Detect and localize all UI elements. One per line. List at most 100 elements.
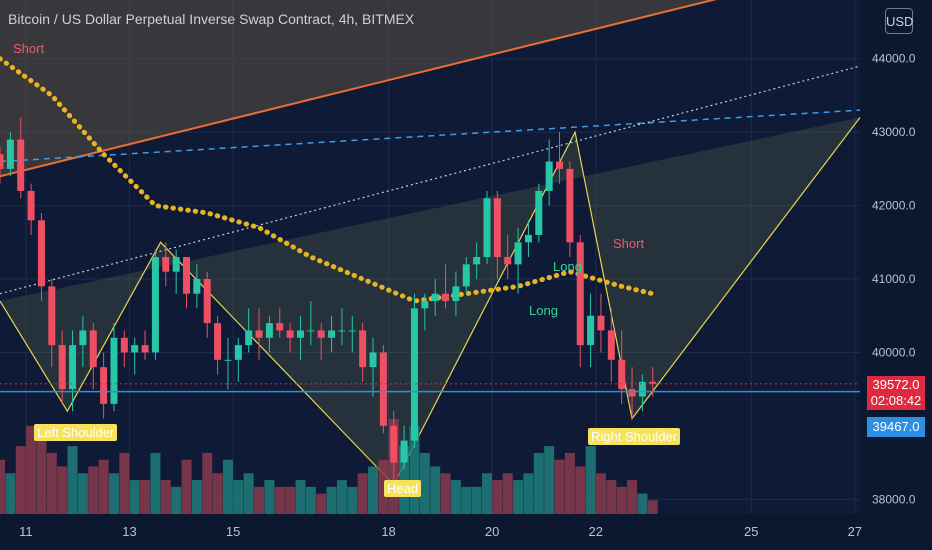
volume-bar — [637, 493, 648, 514]
volume-bar — [150, 452, 161, 514]
x-tick-label: 25 — [744, 524, 758, 539]
left-shoulder-label[interactable]: Left Shoulder — [34, 424, 118, 441]
candle-body — [296, 330, 304, 338]
x-tick-label: 15 — [226, 524, 240, 539]
volume-bar — [274, 486, 285, 514]
volume-bar — [77, 473, 88, 514]
volume-bar — [336, 480, 347, 514]
candle-body — [462, 264, 470, 287]
dashed-trend-line — [0, 109, 861, 163]
volume-bar — [140, 480, 151, 514]
candle-body — [255, 330, 263, 338]
candle-body — [628, 389, 636, 397]
volume-bar — [285, 486, 296, 514]
candle-body — [193, 279, 201, 294]
volume-bar — [513, 480, 524, 514]
candle-body — [473, 257, 481, 265]
short-label[interactable]: Short — [613, 236, 645, 251]
candle-body — [597, 315, 605, 331]
volume-bar — [129, 480, 140, 514]
candle-body — [535, 190, 543, 235]
volume-bar — [492, 480, 503, 514]
candle-body — [100, 367, 108, 404]
volume-bar — [368, 466, 379, 514]
volume-bar — [533, 452, 544, 514]
volume-bar — [98, 459, 109, 514]
candle-body — [245, 330, 253, 346]
long-label[interactable]: Long — [529, 303, 558, 318]
x-tick-label: 13 — [122, 524, 136, 539]
candle-body — [37, 220, 45, 287]
volume-bar — [461, 486, 472, 514]
candle-body — [48, 286, 56, 346]
candle-body — [172, 257, 180, 272]
ema-line — [0, 56, 656, 304]
volume-bar — [564, 452, 575, 514]
candle-body — [224, 359, 232, 361]
candle-body — [504, 257, 512, 265]
candle-body — [379, 352, 387, 426]
y-tick-label: 43000.0 — [872, 125, 916, 139]
volume-bar — [585, 446, 596, 514]
volume-bar — [191, 480, 202, 514]
y-tick-label: 41000.0 — [872, 272, 916, 286]
candle-body — [400, 440, 408, 463]
volume-bar — [36, 432, 47, 514]
right-shoulder-label[interactable]: Right Shoulder — [588, 428, 680, 445]
volume-bar — [627, 480, 638, 514]
dotted-trend-line — [0, 65, 861, 295]
candle-body — [183, 257, 191, 294]
volume-bar — [316, 493, 327, 514]
volume-bar — [606, 480, 617, 514]
last-price-value: 39572.0 — [872, 377, 920, 392]
candle-body — [545, 161, 553, 191]
chart-title: Bitcoin / US Dollar Perpetual Inverse Sw… — [8, 11, 415, 27]
candle-body — [493, 198, 501, 257]
volume-bar — [15, 446, 26, 514]
candle-body — [162, 257, 170, 272]
candle-body — [131, 345, 139, 353]
long-label[interactable]: Long — [553, 259, 582, 274]
currency-button[interactable]: USD — [885, 8, 913, 34]
short-label[interactable]: Short — [13, 41, 45, 56]
candle-body — [276, 323, 284, 331]
volume-bar — [67, 446, 78, 514]
volume-bar — [575, 466, 586, 514]
volume-bar — [595, 473, 606, 514]
volume-bar — [26, 425, 37, 514]
volume-bar — [57, 466, 68, 514]
volume-bar — [160, 480, 171, 514]
candle-body — [307, 330, 315, 332]
candle-body — [452, 286, 460, 302]
candle-body — [359, 330, 367, 368]
candle-body — [576, 242, 584, 346]
candle-body — [369, 352, 377, 368]
volume-bar — [481, 473, 492, 514]
volume-bar — [233, 480, 244, 514]
candle-body — [328, 330, 336, 338]
candle-body — [587, 315, 595, 346]
candle-body — [27, 190, 35, 221]
volume-bar — [347, 486, 358, 514]
candle-body — [214, 323, 222, 360]
volume-bar — [305, 486, 316, 514]
candle-body — [0, 154, 4, 169]
candle-body — [141, 345, 149, 353]
x-tick-label: 18 — [381, 524, 395, 539]
head-label[interactable]: Head — [384, 480, 422, 497]
x-tick-label: 27 — [848, 524, 862, 539]
volume-bar — [440, 473, 451, 514]
volume-bar — [254, 486, 265, 514]
candle-body — [69, 345, 77, 390]
candle-body — [618, 359, 626, 390]
candle-body — [17, 139, 25, 191]
countdown-value: 02:08:42 — [870, 393, 922, 408]
last-price-tag: 39572.0 02:08:42 — [867, 376, 925, 410]
volume-bar — [264, 480, 275, 514]
volume-bar — [419, 452, 430, 514]
volume-bar — [378, 459, 389, 514]
volume-bar — [502, 473, 513, 514]
candle-body — [317, 330, 325, 338]
volume-bar — [326, 486, 337, 514]
